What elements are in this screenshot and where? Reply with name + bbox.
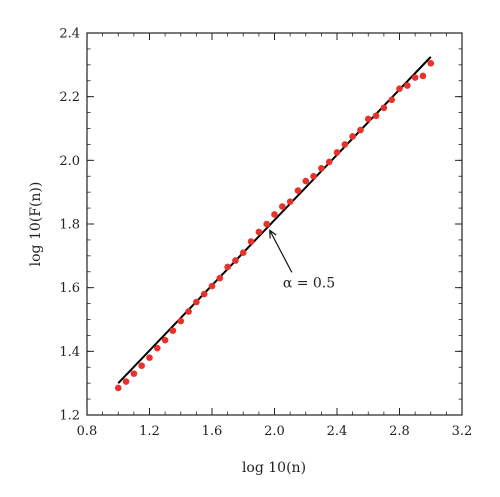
y-tick-label: 2.0: [59, 154, 80, 169]
annotation-label: α = 0.5: [283, 275, 335, 291]
data-point: [154, 344, 161, 352]
data-point: [130, 370, 138, 377]
data-point: [247, 238, 255, 245]
x-tick-label: 3.2: [452, 424, 473, 439]
data-point: [333, 149, 341, 156]
data-point: [114, 384, 122, 392]
tick-labels: 0.8 1.2 1.6 2.0 2.4 2.8 3.21.21.41.61.82.02.22…: [59, 27, 472, 440]
ticks: [86, 32, 463, 416]
data-point: [325, 158, 333, 166]
data-point: [372, 112, 380, 120]
x-tick-label: 1.6: [202, 424, 223, 439]
data-point: [224, 263, 231, 271]
x-axis-title: log 10(n): [242, 460, 306, 476]
data-point: [122, 378, 130, 385]
data-point: [177, 317, 185, 325]
y-tick-label: 2.2: [59, 90, 80, 105]
data-point: [357, 126, 364, 134]
data-point: [286, 198, 294, 206]
annotation-arrowhead: [269, 229, 277, 239]
y-tick-label: 1.2: [59, 409, 80, 424]
data-point: [388, 96, 395, 104]
data-point: [216, 274, 224, 282]
data-point: [364, 115, 372, 123]
data-point: [310, 172, 317, 180]
data-points: [114, 59, 435, 392]
data-point: [161, 336, 169, 344]
x-tick-label: 2.0: [264, 424, 285, 439]
data-point: [419, 72, 427, 80]
data-point: [302, 177, 310, 185]
data-point: [396, 85, 403, 93]
annotation-arrow: [269, 230, 293, 273]
x-tick-label: 2.4: [327, 424, 348, 439]
data-point: [318, 164, 325, 172]
y-tick-label: 1.8: [59, 218, 80, 233]
data-point: [294, 187, 302, 194]
data-point: [138, 362, 145, 369]
x-tick-label: 1.2: [139, 424, 160, 439]
data-point: [200, 290, 208, 298]
annotation: α = 0.5: [269, 229, 335, 291]
data-point: [349, 133, 356, 140]
data-point: [193, 298, 200, 306]
data-point: [263, 220, 270, 228]
data-point: [404, 82, 411, 89]
data-point: [208, 282, 216, 290]
data-point: [271, 211, 278, 218]
data-point: [279, 203, 286, 210]
x-tick-label: 0.8: [77, 424, 98, 439]
data-point: [380, 104, 388, 112]
data-point: [341, 141, 349, 148]
data-point: [169, 327, 177, 334]
y-tick-label: 1.4: [59, 345, 80, 360]
data-point: [427, 59, 435, 67]
data-point: [232, 257, 239, 264]
data-point: [146, 354, 153, 362]
data-point: [411, 74, 419, 81]
y-axis-title: log 10(F(n)): [28, 182, 44, 267]
data-point: [185, 308, 192, 315]
data-point: [239, 249, 247, 256]
data-point: [255, 228, 263, 236]
x-tick-label: 2.8: [389, 424, 410, 439]
y-tick-label: 1.6: [59, 281, 80, 296]
y-tick-label: 2.4: [59, 27, 80, 42]
